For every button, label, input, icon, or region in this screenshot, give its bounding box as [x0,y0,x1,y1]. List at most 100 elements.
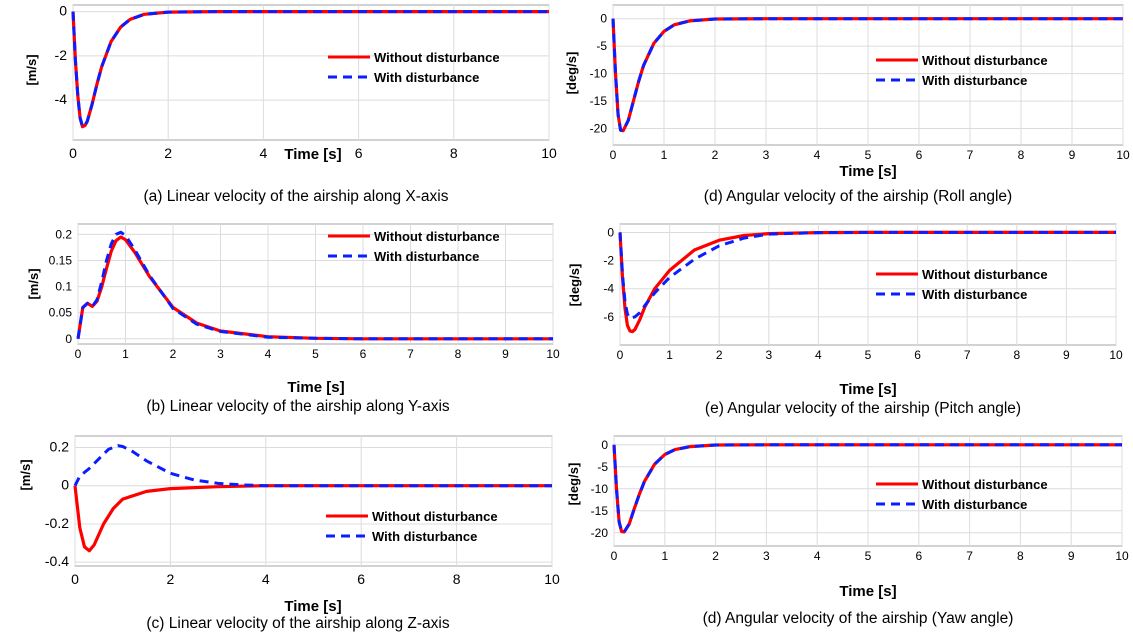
x-tick-label: 9 [1068,549,1075,563]
x-tick-label: 3 [217,347,224,361]
x-tick-label: 4 [814,549,821,563]
y-tick-label: -5 [597,460,608,474]
y-tick-label: -10 [590,67,608,81]
x-tick-label: 10 [546,347,560,361]
x-tick-label: 2 [716,348,723,362]
x-tick-label: 5 [865,549,872,563]
panel-caption: (c) Linear velocity of the airship along… [146,615,449,632]
legend-label: Without disturbance [922,53,1048,68]
x-tick-label: 0 [617,348,624,362]
x-tick-label: 2 [712,549,719,563]
legend-label: With disturbance [374,249,479,264]
y-tick-label: 0.1 [55,280,72,294]
x-tick-label: 10 [544,571,560,587]
x-tick-label: 8 [1013,348,1020,362]
x-tick-label: 8 [1018,148,1025,162]
chart-panel-6: 0 1 2 3 4 5 6 7 8 9 10 0 -5 -10 -15 -20 Without disturba… [566,436,1129,627]
x-tick-label: 10 [1109,348,1123,362]
y-tick-label: -20 [591,526,609,540]
y-axis-label: [m/s] [24,54,39,85]
x-tick-label: 4 [260,145,268,161]
panel-caption: (a) Linear velocity of the airship along… [144,188,449,205]
legend-label: With disturbance [922,73,1027,88]
x-tick-label: 3 [763,148,770,162]
y-tick-label: 0 [601,438,608,452]
y-tick-label: 0 [607,225,614,239]
chart-panel-1: 0 2 4 6 8 10 0 -2 -4 Without disturbance With dist… [24,3,557,205]
legend-label: Without disturbance [922,477,1048,492]
legend-label: Without disturbance [374,229,500,244]
x-tick-label: 2 [167,571,175,587]
x-tick-label: 6 [915,549,922,563]
x-tick-label: 1 [666,348,673,362]
y-tick-label: 0 [61,477,69,493]
x-tick-label: 0 [71,571,79,587]
y-axis-label: [deg/s] [567,264,582,307]
x-tick-label: 2 [170,347,177,361]
legend-label: Without disturbance [372,509,498,524]
y-tick-label: 0 [65,332,72,346]
y-tick-label: -2 [603,254,614,268]
x-tick-label: 4 [815,348,822,362]
y-axis-label: [m/s] [26,268,41,299]
legend-label: Without disturbance [922,267,1048,282]
legend-label: Without disturbance [374,50,500,65]
x-axis-label: Time [s] [284,598,341,615]
x-tick-label: 4 [265,347,272,361]
y-tick-label: -6 [603,310,614,324]
y-tick-label: -4 [603,282,614,296]
y-axis-label: [m/s] [18,459,33,490]
x-tick-label: 6 [360,347,367,361]
plot-area [75,436,552,566]
y-tick-label: 0.2 [50,438,70,454]
x-axis-label: Time [s] [839,381,896,398]
y-tick-label: -5 [596,39,607,53]
y-tick-label: -0.2 [45,515,69,531]
x-axis-label: Time [s] [284,146,341,163]
x-tick-label: 4 [814,148,821,162]
x-axis-label: Time [s] [839,163,896,180]
x-tick-label: 5 [312,347,319,361]
x-tick-label: 6 [916,148,923,162]
y-tick-label: 0.2 [55,227,72,241]
x-tick-label: 0 [611,549,618,563]
x-axis-label: Time [s] [287,379,344,396]
y-tick-label: -0.4 [45,553,69,569]
x-tick-label: 9 [502,347,509,361]
y-axis-label: [deg/s] [564,52,579,95]
legend-label: With disturbance [922,497,1027,512]
legend-label: With disturbance [374,70,479,85]
x-tick-label: 10 [1116,148,1130,162]
y-tick-label: 0.05 [49,306,73,320]
x-tick-label: 9 [1069,148,1076,162]
x-tick-label: 2 [164,145,172,161]
x-axis-label: Time [s] [839,583,896,600]
x-tick-label: 0 [610,148,617,162]
y-tick-label: -15 [591,504,609,518]
y-axis-label: [deg/s] [566,463,581,506]
chart-panel-4: 0 1 2 3 4 5 6 7 8 9 100-5-10-15-20Without disturba… [564,5,1130,205]
x-tick-label: 1 [122,347,129,361]
y-tick-label: 0 [59,3,67,19]
chart-panel-5: 0 1 2 3 4 5 6 7 8 9 100-2-4-6Without disturbanceWi… [567,224,1123,417]
panel-caption: (d) Angular velocity of the airship (Rol… [704,188,1012,205]
x-tick-label: 8 [453,571,461,587]
x-tick-label: 6 [357,571,365,587]
x-tick-label: 8 [455,347,462,361]
panel-caption: (e) Angular velocity of the airship (Pit… [705,400,1021,417]
x-tick-label: 7 [407,347,414,361]
x-tick-label: 3 [763,549,770,563]
panel-caption: (d) Angular velocity of the airship (Yaw… [703,610,1014,627]
x-tick-label: 10 [541,145,557,161]
x-tick-label: 2 [712,148,719,162]
x-tick-label: 7 [966,549,973,563]
x-tick-label: 0 [75,347,82,361]
x-tick-label: 8 [450,145,458,161]
x-tick-label: 10 [1115,549,1129,563]
chart-panel-3: 0 2 4 6 8 10 0.2 0 -0.2 -0.4 Without disturbance Wi… [18,436,560,632]
x-tick-label: 3 [765,348,772,362]
x-tick-label: 1 [661,148,668,162]
x-tick-label: 4 [262,571,270,587]
y-tick-label: -15 [590,94,608,108]
